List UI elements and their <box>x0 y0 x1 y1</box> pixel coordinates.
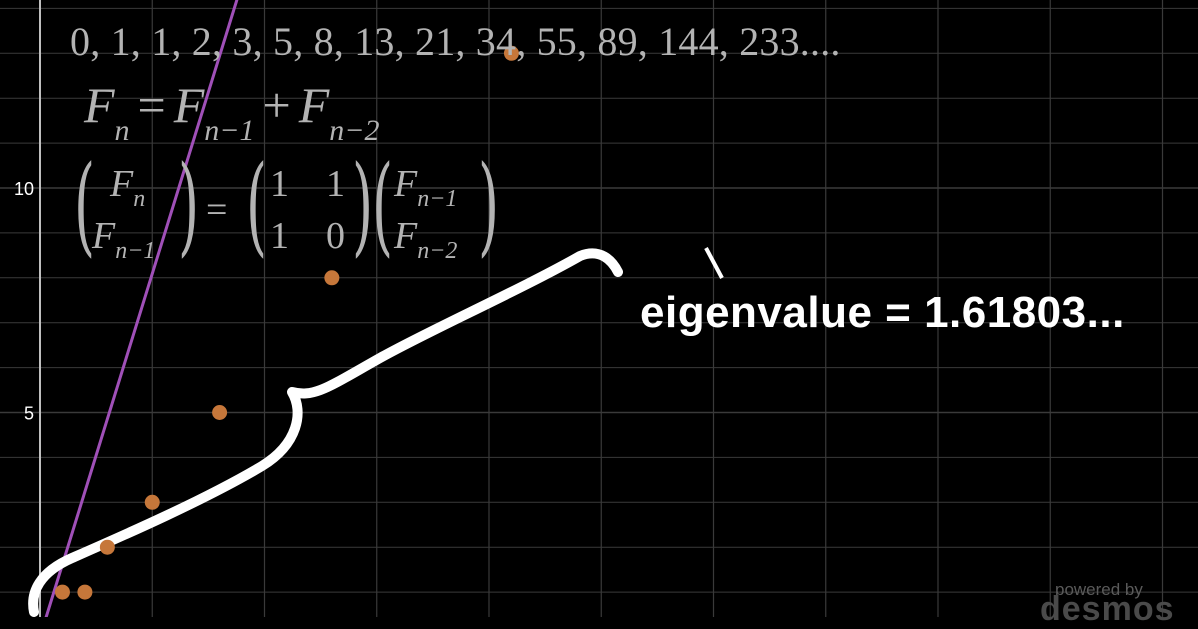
annotation-pointer <box>704 247 724 279</box>
curly-brace <box>28 248 623 617</box>
matrix-entry-12: 1 <box>326 163 345 205</box>
y-tick-labels: 5 10 <box>14 179 34 424</box>
watermark-desmos-logo: desmos <box>1040 590 1175 628</box>
rhs-bottom-entry: Fn−2 <box>394 215 458 264</box>
y-tick-label: 10 <box>14 179 34 199</box>
rhs-left-paren: ( <box>372 143 394 268</box>
matrix-equation: ( Fn Fn−1 ) = ( 1 1 1 0 ) ( Fn−1 Fn−2 ) <box>74 152 514 272</box>
lhs-right-paren: ) <box>178 143 200 268</box>
matrix-equals: = <box>206 189 228 231</box>
data-point <box>324 270 340 286</box>
data-point <box>77 584 93 600</box>
rhs-top-entry: Fn−1 <box>394 163 458 212</box>
matrix-right-paren: ) <box>352 143 374 268</box>
matrix-entry-11: 1 <box>270 163 289 205</box>
watermark-powered-by: powered by <box>1055 580 1143 599</box>
recurrence-term1: Fn−1 <box>173 77 255 147</box>
matrix-entry-22: 0 <box>326 215 345 257</box>
data-point <box>144 494 160 510</box>
rhs-right-paren: ) <box>478 143 500 268</box>
recurrence-formula: Fn = Fn−1 + Fn−2 <box>84 77 380 147</box>
matrix-entry-21: 1 <box>270 215 289 257</box>
data-point <box>503 45 519 61</box>
brace-annotation <box>28 248 623 617</box>
recurrence-lhs: Fn <box>84 77 130 147</box>
matrix-left-paren: ( <box>246 143 268 268</box>
eigen-line-path <box>44 0 239 617</box>
eigen-line <box>44 0 239 617</box>
y-tick-label: 5 <box>24 404 34 424</box>
lhs-left-paren: ( <box>74 143 96 268</box>
eigenvalue-label: eigenvalue = 1.61803... <box>640 288 1125 337</box>
lhs-bottom-entry: Fn−1 <box>92 215 156 264</box>
data-point <box>99 539 115 555</box>
lhs-top-entry: Fn <box>110 163 146 212</box>
recurrence-term2: Fn−2 <box>298 77 380 147</box>
data-point <box>212 405 228 420</box>
data-point <box>54 584 70 600</box>
data-points <box>54 45 519 600</box>
fibonacci-sequence: 0, 1, 1, 2, 3, 5, 8, 13, 21, 34, 55, 89,… <box>70 19 841 64</box>
